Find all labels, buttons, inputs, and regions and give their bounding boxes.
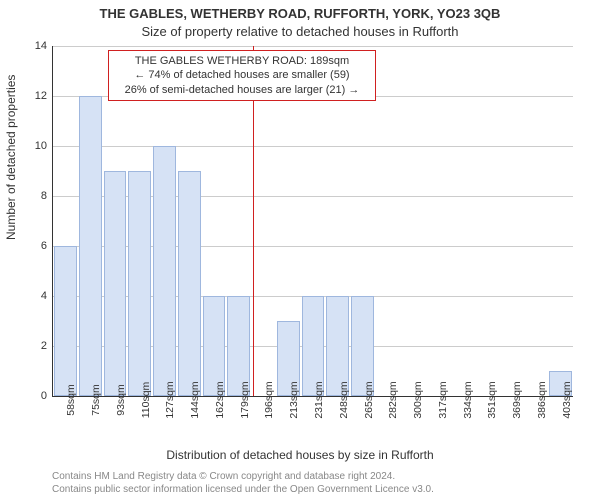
histogram-bar (153, 146, 176, 396)
annotation-line-2: ← 74% of detached houses are smaller (59… (115, 68, 369, 82)
x-tick-label: 386sqm (536, 381, 548, 418)
footer-attribution: Contains HM Land Registry data © Crown c… (52, 470, 434, 496)
x-tick-label: 369sqm (511, 381, 523, 418)
x-tick-label: 403sqm (561, 381, 573, 418)
annotation-box: THE GABLES WETHERBY ROAD: 189sqm← 74% of… (108, 50, 376, 101)
x-tick-label: 231sqm (313, 381, 325, 418)
x-tick-label: 58sqm (65, 384, 77, 416)
histogram-bar (104, 171, 127, 396)
x-tick-label: 334sqm (462, 381, 474, 418)
x-tick-label: 110sqm (140, 382, 152, 419)
x-tick-label: 179sqm (239, 381, 251, 418)
y-axis-label: Number of detached properties (4, 75, 18, 240)
x-tick-label: 144sqm (189, 381, 201, 418)
x-tick-label: 351sqm (486, 381, 498, 418)
x-tick-label: 196sqm (263, 381, 275, 418)
x-tick-label: 75sqm (90, 384, 102, 416)
x-tick-label: 162sqm (214, 381, 226, 418)
y-tick-label: 4 (41, 290, 47, 302)
x-tick-label: 248sqm (338, 381, 350, 418)
histogram-bar (79, 96, 102, 396)
histogram-bar (178, 171, 201, 396)
x-tick-label: 213sqm (288, 381, 300, 418)
y-tick-label: 2 (41, 340, 47, 352)
y-tick-label: 0 (41, 390, 47, 402)
annotation-line-1: THE GABLES WETHERBY ROAD: 189sqm (115, 54, 369, 68)
chart-title-sub: Size of property relative to detached ho… (0, 24, 600, 39)
x-axis-label: Distribution of detached houses by size … (0, 448, 600, 462)
footer-line-2: Contains public sector information licen… (52, 483, 434, 496)
chart-plot-area: 0246810121458sqm75sqm93sqm110sqm127sqm14… (52, 46, 573, 397)
y-tick-label: 8 (41, 190, 47, 202)
footer-line-1: Contains HM Land Registry data © Crown c… (52, 470, 434, 483)
x-tick-label: 93sqm (115, 384, 127, 416)
x-tick-label: 127sqm (164, 381, 176, 418)
x-tick-label: 300sqm (412, 381, 424, 418)
annotation-line-3: 26% of semi-detached houses are larger (… (115, 83, 369, 97)
grid-line (53, 146, 573, 147)
histogram-bar (54, 246, 77, 396)
x-tick-label: 282sqm (387, 381, 399, 418)
histogram-bar (128, 171, 151, 396)
y-tick-label: 14 (35, 40, 47, 52)
x-tick-label: 265sqm (363, 381, 375, 418)
grid-line (53, 46, 573, 47)
y-tick-label: 6 (41, 240, 47, 252)
chart-title-main: THE GABLES, WETHERBY ROAD, RUFFORTH, YOR… (0, 6, 600, 21)
x-tick-label: 317sqm (437, 381, 449, 418)
y-tick-label: 12 (35, 90, 47, 102)
y-tick-label: 10 (35, 140, 47, 152)
